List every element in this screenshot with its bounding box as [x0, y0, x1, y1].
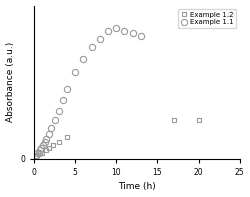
X-axis label: Time (h): Time (h)	[118, 182, 156, 191]
Y-axis label: Absorbance (a.u.): Absorbance (a.u.)	[6, 42, 15, 122]
Legend: Example 1.2, Example 1.1: Example 1.2, Example 1.1	[178, 9, 236, 28]
